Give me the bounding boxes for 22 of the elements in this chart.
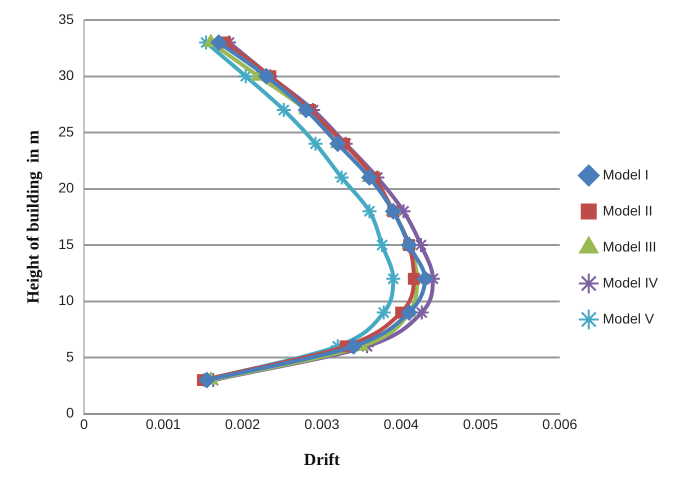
legend-label: Model III <box>602 238 656 254</box>
y-tick-label: 20 <box>58 180 74 196</box>
x-tick-label: 0.006 <box>542 416 578 432</box>
legend-label: Model I <box>602 166 649 182</box>
x-axis-title: Drift <box>304 450 340 470</box>
y-tick-label: 5 <box>66 348 74 364</box>
x-tick-label: 0 <box>80 416 88 432</box>
x-tick-label: 0.004 <box>384 416 419 432</box>
y-tick-label: 25 <box>58 123 74 140</box>
y-tick-label: 0 <box>66 404 74 421</box>
legend-label: Model V <box>602 310 655 326</box>
x-tick-label: 0.001 <box>146 416 181 432</box>
legend-label: Model II <box>602 202 653 218</box>
y-axis-title: Height of building in m <box>24 130 43 304</box>
x-tick-label: 0.005 <box>462 416 498 432</box>
y-tick-label: 15 <box>58 236 74 252</box>
y-tick-label: 10 <box>58 292 74 308</box>
x-tick-label: 0.003 <box>304 416 340 432</box>
legend-label: Model IV <box>602 274 659 290</box>
y-tick-label: 35 <box>58 10 74 27</box>
y-tick-label: 30 <box>58 67 74 84</box>
x-tick-label: 0.002 <box>225 416 260 432</box>
